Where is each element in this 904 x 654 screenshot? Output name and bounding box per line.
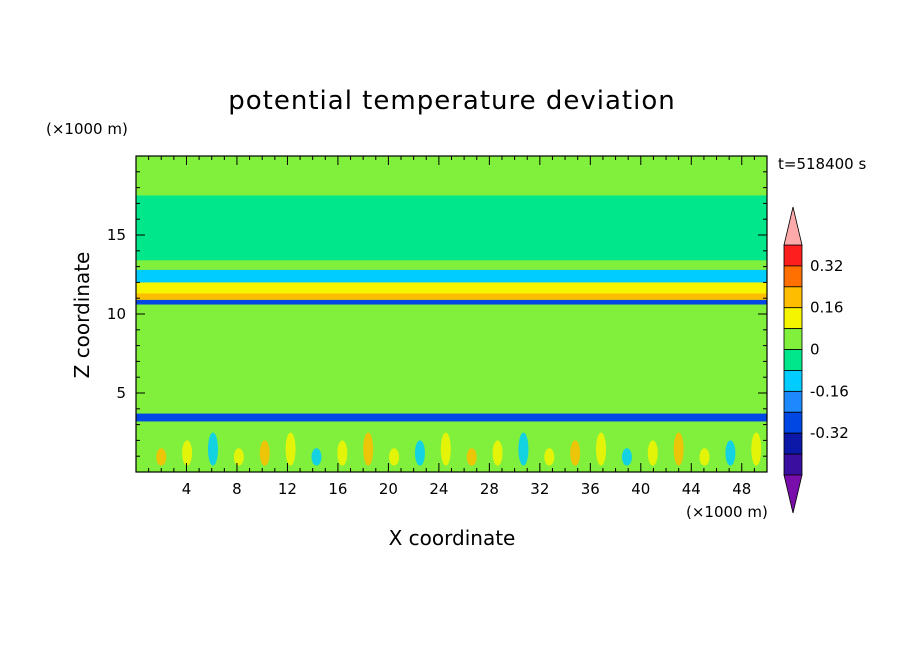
colorbar-box — [783, 328, 803, 350]
field-band — [136, 282, 767, 294]
field-band — [136, 260, 767, 270]
colorbar-bottom-arrow — [783, 474, 803, 514]
z-tick-label: 5 — [116, 384, 126, 402]
field-eddy — [363, 432, 374, 466]
x-tick-label: 44 — [682, 480, 701, 498]
colorbar-box — [783, 411, 803, 434]
x-tick-label: 48 — [732, 480, 751, 498]
field-eddy — [673, 432, 684, 466]
colorbar-box — [783, 244, 803, 267]
colorbar-box — [783, 349, 803, 371]
colorbar-label: 0 — [810, 341, 820, 359]
x-tick-label: 12 — [278, 480, 297, 498]
x-tick-label: 24 — [429, 480, 448, 498]
x-axis-unit: (×1000 m) — [686, 503, 768, 521]
x-tick-label: 4 — [182, 480, 192, 498]
field-eddy — [518, 432, 529, 466]
field-eddy — [182, 440, 193, 466]
field-eddy — [414, 440, 425, 466]
x-tick-label: 32 — [530, 480, 549, 498]
colorbar-box — [783, 265, 803, 288]
colorbar-box — [783, 453, 803, 476]
x-tick-label: 8 — [232, 480, 242, 498]
field-eddy — [311, 448, 322, 466]
colorbar-box — [783, 307, 803, 330]
field-eddy — [621, 448, 632, 466]
field-eddy — [492, 440, 503, 466]
colorbar-label: 0.32 — [810, 257, 843, 275]
z-tick-label: 15 — [107, 226, 126, 244]
field-eddy — [337, 440, 348, 466]
field-eddy — [725, 440, 736, 466]
field-eddy — [233, 448, 244, 466]
colorbar-label: -0.32 — [810, 424, 849, 442]
x-axis-label: X coordinate — [388, 526, 516, 550]
field-eddy — [751, 432, 762, 466]
field-eddy — [596, 432, 607, 466]
field-band — [136, 299, 767, 305]
field-eddy — [156, 448, 167, 466]
field-band — [136, 156, 767, 196]
colorbar-top-arrow — [783, 206, 803, 246]
colorbar-label: -0.16 — [810, 382, 849, 400]
x-tick-label: 20 — [379, 480, 398, 498]
x-tick-label: 16 — [328, 480, 347, 498]
field-eddy — [699, 448, 710, 466]
x-tick-label: 28 — [480, 480, 499, 498]
field-eddy — [389, 448, 400, 466]
z-tick-label: 10 — [107, 305, 126, 323]
chart-title: potential temperature deviation — [228, 86, 676, 116]
x-tick-label: 36 — [581, 480, 600, 498]
field-band — [136, 269, 767, 283]
field-eddy — [544, 448, 555, 466]
field-eddy — [285, 432, 296, 466]
field-eddy — [440, 432, 451, 466]
field-eddy — [570, 440, 581, 466]
colorbar-label: 0.16 — [810, 299, 843, 317]
field-eddy — [259, 440, 270, 466]
colorbar: 0.32 0.16 0 -0.16 -0.32 — [783, 206, 849, 514]
field-area — [136, 156, 767, 472]
time-label: t=518400 s — [778, 155, 867, 173]
colorbar-box — [783, 286, 803, 309]
field-band — [136, 304, 767, 414]
z-axis-unit: (×1000 m) — [46, 120, 128, 138]
field-band — [136, 421, 767, 469]
colorbar-box — [783, 432, 803, 455]
field-eddy — [466, 448, 477, 466]
field-band — [136, 195, 767, 261]
colorbar-box — [783, 390, 803, 413]
colorbar-box — [783, 370, 803, 392]
field-band — [136, 293, 767, 300]
field-band — [136, 413, 767, 422]
x-tick-label: 40 — [631, 480, 650, 498]
field-eddy — [647, 440, 658, 466]
field-eddy — [207, 432, 218, 466]
